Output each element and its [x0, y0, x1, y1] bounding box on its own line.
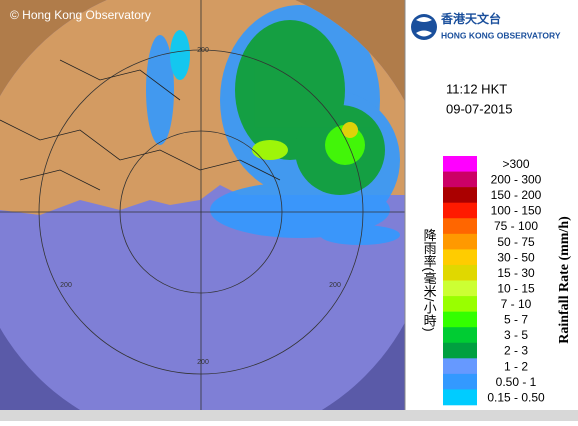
- legend-swatch: [443, 249, 477, 266]
- legend-label: 15 - 30: [497, 266, 535, 280]
- legend-label: 50 - 75: [497, 235, 535, 249]
- legend-label: 30 - 50: [497, 250, 535, 264]
- copyright: © Hong Kong Observatory: [10, 8, 151, 22]
- logo-chinese: 香港天文台: [440, 11, 501, 26]
- legend-swatch: [443, 218, 477, 235]
- legend-swatch: [443, 358, 477, 375]
- legend-swatch: [443, 311, 477, 328]
- legend-label: 7 - 10: [501, 297, 532, 311]
- legend-swatch: [443, 187, 477, 203]
- legend-label: 3 - 5: [504, 328, 528, 342]
- legend-label: 10 - 15: [497, 281, 535, 295]
- date: 09-07-2015: [446, 101, 513, 116]
- bottom-strip: [0, 410, 578, 421]
- legend-label: 2 - 3: [504, 344, 528, 358]
- legend-label: 75 - 100: [494, 219, 538, 233]
- legend-label: 100 - 150: [491, 204, 542, 218]
- rain-echo: [146, 5, 400, 245]
- logo-english: HONG KONG OBSERVATORY: [441, 30, 561, 40]
- legend-swatch: [443, 202, 477, 219]
- legend-label: 0.15 - 0.50: [487, 390, 545, 404]
- legend-swatch: [443, 389, 477, 406]
- range-label: 200: [197, 47, 209, 54]
- range-label: 200: [329, 282, 341, 289]
- legend-label: >300: [502, 157, 529, 171]
- legend-swatch: [443, 342, 477, 359]
- time: 11:12 HKT: [446, 81, 507, 96]
- legend-swatch: [443, 156, 477, 172]
- radar-map: © Hong Kong Observatory 200 200 200 200: [0, 0, 405, 410]
- legend-swatch: [443, 280, 477, 297]
- legend-swatch: [443, 373, 477, 390]
- legend-label: 150 - 200: [491, 188, 542, 202]
- legend-label: 1 - 2: [504, 359, 528, 373]
- legend-title-english: Rainfall Rate (mm/h): [557, 216, 572, 344]
- range-label: 200: [197, 359, 209, 366]
- legend-label: 5 - 7: [504, 313, 528, 327]
- legend-swatch: [443, 233, 477, 250]
- range-rings: [0, 0, 405, 410]
- legend-swatch: [443, 327, 477, 344]
- logo: 香港天文台 HONG KONG OBSERVATORY: [411, 11, 561, 40]
- legend-swatch: [443, 264, 477, 281]
- legend-swatch: [443, 171, 477, 188]
- legend-label: 0.50 - 1: [496, 375, 537, 389]
- boundaries: [0, 59, 281, 191]
- range-label: 200: [60, 282, 72, 289]
- legend-label: 200 - 300: [491, 173, 542, 187]
- legend-title-chinese: 降雨率(毫米/小時): [422, 228, 437, 331]
- legend-swatch: [443, 296, 477, 312]
